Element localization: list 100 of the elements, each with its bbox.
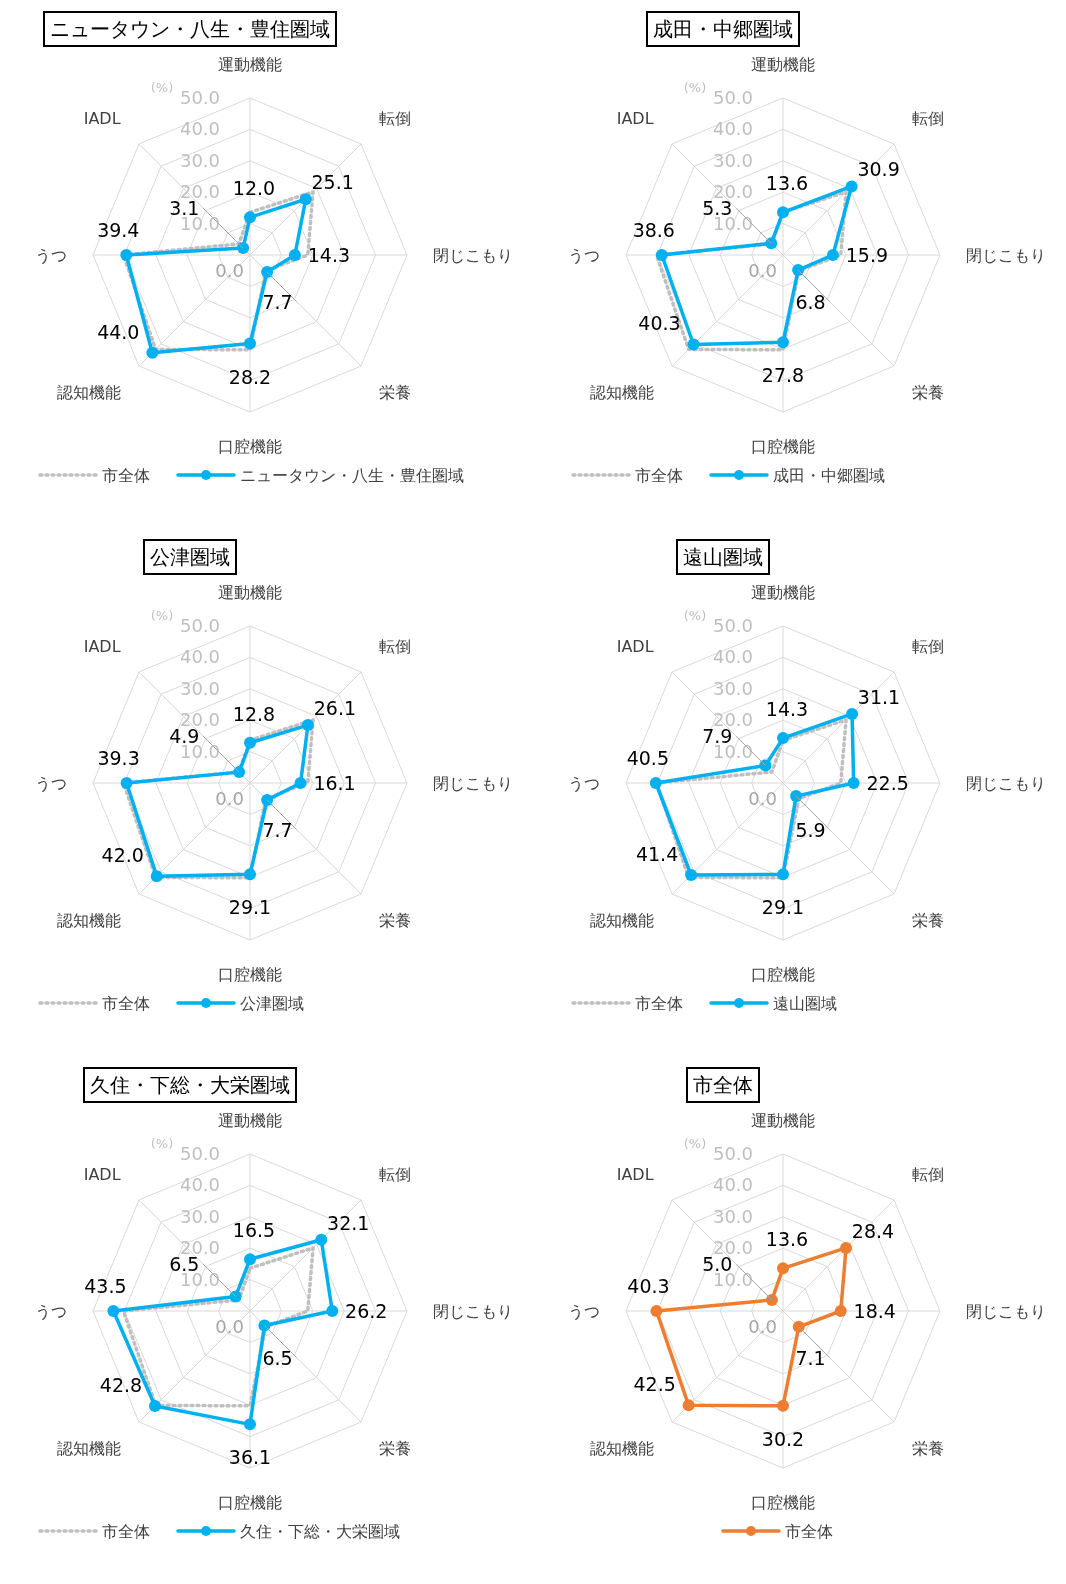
spoke-label: 口腔機能 [751, 1493, 815, 1512]
data-label: 26.1 [313, 697, 357, 720]
chart-title: 成田・中郷圏域 [653, 17, 793, 41]
data-label: 7.7 [262, 290, 293, 313]
data-label: 16.5 [232, 1219, 276, 1242]
chart-title: 市全体 [693, 1073, 753, 1097]
spoke-label: 運動機能 [218, 1111, 282, 1130]
y-tick-label: 30.0 [179, 1205, 221, 1227]
spoke-label: 転倒 [912, 636, 945, 656]
spoke-label: 転倒 [379, 108, 412, 128]
spoke-label: 認知機能 [589, 911, 654, 931]
data-label: 32.1 [327, 1211, 370, 1234]
data-label: 14.3 [765, 698, 809, 721]
spoke-label: IADL [616, 108, 654, 128]
data-label: 16.1 [313, 772, 356, 794]
spoke-label: うつ [568, 1302, 600, 1321]
text: (%) [150, 1136, 174, 1151]
y-tick-label: 40.0 [179, 646, 221, 668]
data-label: 36.1 [228, 1446, 272, 1469]
y-tick-label: 0.0 [748, 1316, 777, 1337]
data-label: 18.4 [853, 1300, 896, 1322]
data-label: 30.2 [761, 1427, 805, 1450]
spoke-label: 口腔機能 [751, 437, 815, 456]
chart-title: ニュータウン・八生・豊住圏域 [50, 17, 330, 41]
data-label: 28.2 [228, 365, 272, 388]
data-label: 43.5 [84, 1275, 127, 1297]
y-tick-label: 0.0 [215, 788, 244, 809]
legend-label: 久住・下総・大栄圏域 [240, 1522, 400, 1541]
data-label: 29.1 [228, 896, 272, 919]
legend-label: 市全体 [102, 1522, 150, 1541]
spoke-label: 口腔機能 [218, 437, 282, 456]
data-label: 26.2 [345, 1300, 388, 1322]
spoke-label: 運動機能 [751, 583, 815, 602]
spoke-label: IADL [83, 1164, 121, 1184]
data-label: 42.8 [99, 1374, 143, 1397]
data-label: 12.8 [232, 702, 276, 725]
y-tick-label: 50.0 [179, 87, 221, 108]
data-label: 41.4 [635, 842, 679, 865]
spoke-label: うつ [35, 774, 67, 793]
spoke-label: 閉じこもり [433, 1302, 513, 1321]
data-label: 31.1 [857, 685, 901, 708]
y-tick-label: 50.0 [712, 615, 754, 636]
y-tick-label: 0.0 [215, 1316, 244, 1337]
spoke-label: IADL [83, 636, 121, 656]
spoke-label: 運動機能 [218, 55, 282, 74]
data-label: 40.5 [626, 747, 669, 769]
spoke-label: 栄養 [379, 383, 412, 403]
spoke-label: 認知機能 [56, 1439, 121, 1459]
y-tick-label: 50.0 [179, 615, 221, 636]
spoke-label: 運動機能 [751, 1111, 815, 1130]
y-tick-label: 40.0 [179, 118, 221, 140]
data-label: 40.3 [638, 312, 681, 335]
spoke-label: うつ [35, 1302, 67, 1321]
text: (%) [683, 608, 707, 623]
data-label: 44.0 [97, 320, 140, 343]
spoke-label: 認知機能 [56, 383, 121, 403]
y-tick-label: 30.0 [179, 677, 221, 699]
y-tick-label: 40.0 [712, 118, 754, 140]
data-label: 13.6 [765, 172, 809, 195]
text: (%) [150, 80, 174, 95]
data-label: 27.8 [761, 364, 805, 387]
data-label: 13.6 [765, 1228, 809, 1251]
data-label: 29.1 [761, 896, 805, 919]
spoke-label: 栄養 [379, 1439, 412, 1459]
data-label: 39.4 [97, 219, 140, 241]
spoke-label: 口腔機能 [751, 965, 815, 984]
spoke-label: IADL [616, 1164, 654, 1184]
y-tick-label: 0.0 [215, 260, 244, 281]
spoke-label: 転倒 [912, 108, 945, 128]
chart-title: 公津圏域 [150, 545, 230, 569]
y-tick-label: 0.0 [748, 260, 777, 281]
spoke-label: 閉じこもり [966, 246, 1046, 265]
legend-label: 市全体 [102, 466, 150, 485]
data-label: 14.3 [307, 244, 351, 266]
spoke-label: 閉じこもり [433, 246, 513, 265]
spoke-label: 栄養 [379, 911, 412, 931]
legend-label: 市全体 [102, 994, 150, 1013]
y-tick-label: 40.0 [712, 646, 754, 668]
y-tick-label: 40.0 [712, 1174, 754, 1196]
legend-label: ニュータウン・八生・豊住圏域 [240, 466, 464, 485]
legend-label: 公津圏域 [240, 994, 304, 1013]
spoke-label: 認知機能 [56, 911, 121, 931]
data-label: 28.4 [851, 1219, 895, 1242]
spoke-label: 認知機能 [589, 1439, 654, 1459]
data-label: 42.5 [633, 1373, 676, 1396]
legend-label: 遠山圏域 [773, 994, 837, 1013]
y-tick-label: 30.0 [179, 149, 221, 171]
data-label: 39.3 [97, 747, 140, 769]
legend-label: 市全体 [635, 466, 683, 485]
spoke-label: 運動機能 [218, 583, 282, 602]
spoke-label: 栄養 [912, 911, 945, 931]
chart-title: 遠山圏域 [683, 545, 763, 569]
y-tick-label: 0.0 [748, 788, 777, 809]
y-tick-label: 30.0 [712, 1205, 754, 1227]
spoke-label: うつ [35, 246, 67, 265]
spoke-label: 認知機能 [589, 383, 654, 403]
legend-label: 市全体 [785, 1522, 833, 1541]
data-label: 7.7 [262, 818, 293, 841]
data-label: 22.5 [866, 772, 909, 794]
spoke-label: 口腔機能 [218, 965, 282, 984]
